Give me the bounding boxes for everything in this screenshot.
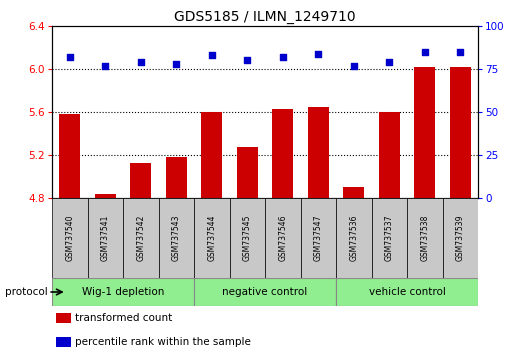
Text: GSM737537: GSM737537 (385, 215, 394, 261)
Bar (229, 198, 265, 278)
Point (314, 51, 322, 56)
Bar (123, 198, 159, 278)
Text: negative control: negative control (222, 287, 308, 297)
Bar (56, 313, 71, 324)
Bar (194, 198, 229, 278)
Bar (265, 198, 301, 278)
Point (136, 59, 145, 65)
Point (421, 49, 429, 55)
Point (66, 54, 74, 60)
Point (172, 61, 181, 67)
Text: GSM737543: GSM737543 (172, 215, 181, 261)
Point (279, 54, 287, 60)
Point (456, 49, 464, 55)
Bar (414, 67, 436, 198)
Bar (52, 198, 88, 278)
Text: GSM737541: GSM737541 (101, 215, 110, 261)
Bar (272, 109, 293, 198)
Bar (52, 278, 194, 306)
Text: GSM737539: GSM737539 (456, 215, 465, 261)
Text: Wig-1 depletion: Wig-1 depletion (82, 287, 164, 297)
Text: GSM737536: GSM737536 (349, 215, 358, 261)
Bar (336, 198, 371, 278)
Text: transformed count: transformed count (75, 313, 173, 324)
Bar (59, 114, 81, 198)
Bar (336, 278, 478, 306)
Text: GSM737540: GSM737540 (65, 215, 74, 261)
Text: percentile rank within the sample: percentile rank within the sample (75, 337, 251, 347)
Text: protocol: protocol (5, 287, 48, 297)
Bar (194, 278, 336, 306)
Point (208, 52, 216, 58)
Bar (301, 198, 336, 278)
Bar (443, 198, 478, 278)
Bar (343, 187, 364, 198)
Bar (379, 112, 400, 198)
Title: GDS5185 / ILMN_1249710: GDS5185 / ILMN_1249710 (174, 10, 356, 24)
Text: GSM737545: GSM737545 (243, 215, 252, 261)
Text: GSM737544: GSM737544 (207, 215, 216, 261)
Bar (308, 107, 329, 198)
Bar (449, 67, 471, 198)
Bar (130, 162, 151, 198)
Bar (407, 198, 443, 278)
Text: GSM737542: GSM737542 (136, 215, 145, 261)
Point (101, 63, 109, 68)
Bar (94, 194, 116, 198)
Text: GSM737546: GSM737546 (278, 215, 287, 261)
Text: vehicle control: vehicle control (368, 287, 445, 297)
Point (243, 58, 251, 63)
Text: GSM737538: GSM737538 (420, 215, 429, 261)
Bar (88, 198, 123, 278)
Bar (56, 337, 71, 347)
Bar (371, 198, 407, 278)
Bar (159, 198, 194, 278)
Point (350, 63, 358, 68)
Bar (201, 112, 223, 198)
Point (385, 59, 393, 65)
Text: GSM737547: GSM737547 (314, 215, 323, 261)
Bar (236, 148, 258, 198)
Bar (166, 157, 187, 198)
